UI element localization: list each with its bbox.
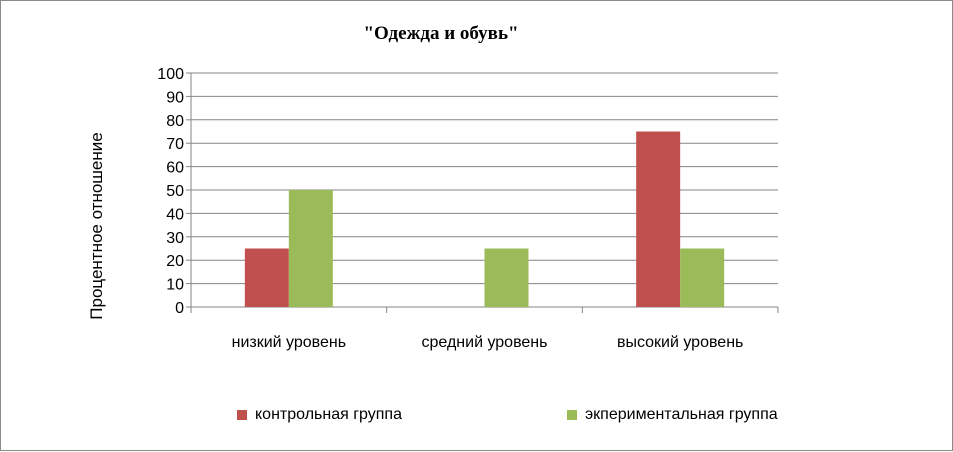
y-tick-label: 70 (166, 136, 184, 153)
y-tick-label: 80 (166, 113, 184, 130)
y-tick-label: 10 (166, 277, 184, 294)
bar-experimental (680, 248, 725, 307)
x-tick-label: низкий уровень (232, 334, 346, 351)
legend-swatch-experimental (567, 410, 577, 420)
legend-item-experimental: экпериментальная группа (567, 406, 778, 424)
y-tick-label: 60 (166, 160, 184, 177)
legend-label-control: контрольная группа (255, 406, 402, 423)
y-tick-label: 100 (157, 66, 184, 83)
x-tick-label: средний уровень (422, 334, 548, 351)
bar-control (636, 131, 681, 307)
legend-item-control: контрольная группа (237, 406, 402, 424)
bar-experimental (288, 190, 333, 307)
y-tick-label: 90 (166, 89, 184, 106)
y-tick-label: 0 (175, 300, 184, 317)
chart-title: "Одежда и обувь" (363, 23, 519, 44)
y-tick-label: 30 (166, 230, 184, 247)
y-tick-label: 50 (166, 183, 184, 200)
y-tick-label: 40 (166, 206, 184, 223)
bar-control (244, 248, 289, 307)
legend-swatch-control (237, 410, 247, 420)
x-tick-label: высокий уровень (617, 334, 743, 351)
legend: контрольная группа экпериментальная груп… (1, 406, 953, 430)
bar-experimental (484, 248, 529, 307)
y-tick-label: 20 (166, 253, 184, 270)
legend-label-experimental: экпериментальная группа (585, 406, 778, 423)
